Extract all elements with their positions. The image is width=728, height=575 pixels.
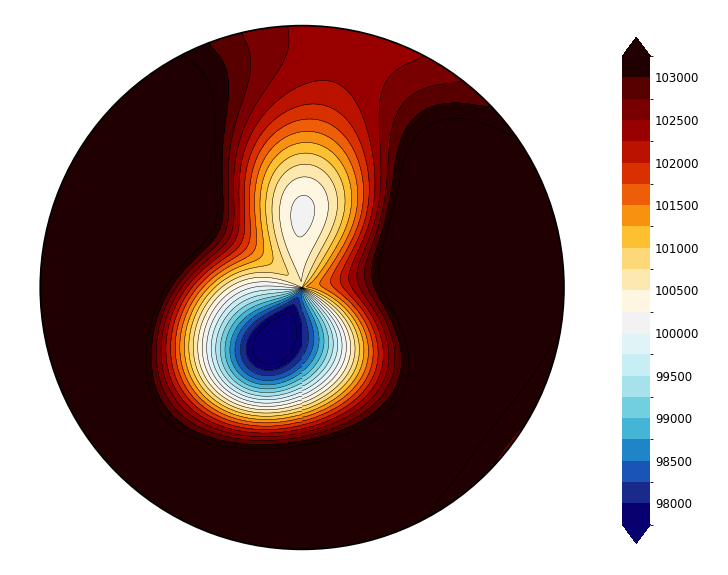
Point <box>296 283 308 292</box>
Point <box>296 283 308 292</box>
Point <box>296 283 308 292</box>
Point <box>296 283 308 292</box>
PathPatch shape <box>622 524 650 543</box>
Point <box>296 283 308 292</box>
Point <box>296 283 308 292</box>
Point <box>296 283 308 292</box>
Point <box>296 283 308 292</box>
Point <box>296 283 308 292</box>
Point <box>296 283 308 292</box>
Point <box>296 283 308 292</box>
Point <box>296 283 308 292</box>
Point <box>296 283 308 292</box>
Point <box>296 283 308 292</box>
Point <box>296 283 308 292</box>
Point <box>296 283 308 292</box>
Point <box>296 283 308 292</box>
PathPatch shape <box>622 37 650 56</box>
Point <box>296 283 308 292</box>
Point <box>296 283 308 292</box>
Point <box>296 283 308 292</box>
Point <box>296 283 308 292</box>
Point <box>296 283 308 292</box>
Point <box>296 283 308 292</box>
Point <box>296 283 308 292</box>
